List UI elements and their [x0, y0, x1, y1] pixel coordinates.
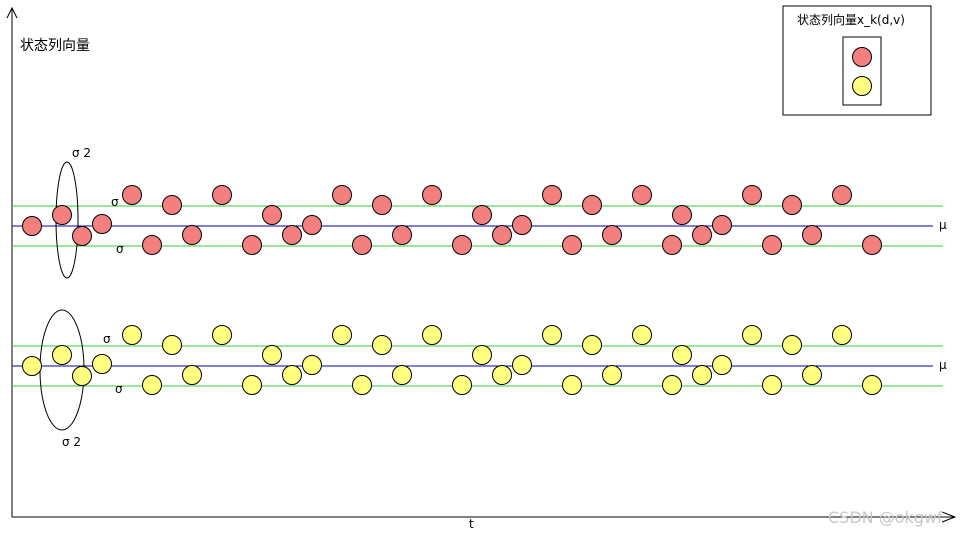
red-state-point-11: [282, 225, 302, 245]
yellow-state-point-19: [472, 345, 492, 365]
red-state-point-1: [52, 205, 72, 225]
red-state-point-12: [302, 215, 322, 235]
yellow-state-point-2: [72, 366, 92, 386]
y-axis-arrow: [6, 6, 18, 19]
red-sigma-upper-symbol: σ: [111, 195, 119, 209]
yellow-state-point-27: [662, 375, 682, 395]
yellow-state-point-16: [392, 365, 412, 385]
yellow-state-point-5: [142, 375, 162, 395]
red-state-point-9: [242, 235, 262, 255]
legend-yellow-dot: [852, 76, 872, 96]
yellow-sigma-upper-symbol: σ: [103, 332, 111, 346]
red-state-point-6: [162, 195, 182, 215]
yellow-mean-symbol: μ: [939, 358, 947, 372]
yellow-state-point-17: [422, 325, 442, 345]
watermark: CSDN @okgwf: [828, 508, 943, 527]
red-state-point-28: [672, 205, 692, 225]
red-state-point-34: [802, 225, 822, 245]
red-state-point-5: [142, 235, 162, 255]
red-state-points: [22, 185, 882, 255]
red-sigma-lower-symbol: σ: [116, 242, 124, 256]
yellow-state-point-7: [182, 365, 202, 385]
yellow-sigma-lower-symbol: σ: [115, 382, 123, 396]
red-state-point-23: [562, 235, 582, 255]
red-state-point-0: [22, 216, 42, 236]
yellow-state-point-4: [122, 325, 142, 345]
yellow-state-point-32: [762, 375, 782, 395]
red-mean-symbol: μ: [939, 218, 947, 232]
red-state-point-13: [332, 185, 352, 205]
yellow-state-point-22: [542, 325, 562, 345]
red-state-point-15: [372, 195, 392, 215]
yellow-state-point-6: [162, 335, 182, 355]
yellow-state-point-26: [632, 325, 652, 345]
yellow-state-point-29: [692, 365, 712, 385]
y-axis-label: 状态列向量: [20, 38, 90, 54]
red-state-point-29: [692, 225, 712, 245]
yellow-state-point-33: [782, 335, 802, 355]
yellow-state-point-8: [212, 325, 232, 345]
red-state-point-24: [582, 195, 602, 215]
yellow-state-point-0: [22, 356, 42, 376]
yellow-state-point-14: [352, 375, 372, 395]
yellow-state-point-25: [602, 365, 622, 385]
red-state-point-3: [92, 214, 112, 234]
yellow-state-point-13: [332, 325, 352, 345]
legend-red-dot: [852, 47, 872, 67]
yellow-state-point-35: [832, 325, 852, 345]
red-state-point-7: [182, 225, 202, 245]
red-state-point-33: [782, 195, 802, 215]
red-state-point-21: [512, 215, 532, 235]
yellow-state-point-31: [742, 325, 762, 345]
yellow-state-point-12: [302, 355, 322, 375]
legend-title: 状态列向量x_k(d,v): [797, 12, 905, 27]
red-state-point-36: [862, 235, 882, 255]
yellow-state-point-24: [582, 335, 602, 355]
yellow-state-point-18: [452, 375, 472, 395]
yellow-state-point-34: [802, 365, 822, 385]
red-sigma2-label: σ 2: [72, 146, 91, 160]
red-state-point-32: [762, 235, 782, 255]
x-axis-arrow: [941, 511, 957, 523]
red-state-point-26: [632, 185, 652, 205]
yellow-state-point-20: [492, 365, 512, 385]
yellow-state-point-9: [242, 375, 262, 395]
red-state-point-16: [392, 225, 412, 245]
x-axis-label: t: [469, 517, 474, 531]
red-state-point-35: [832, 185, 852, 205]
red-state-point-19: [472, 205, 492, 225]
yellow-state-point-10: [262, 345, 282, 365]
red-state-point-14: [352, 235, 372, 255]
red-state-point-25: [602, 225, 622, 245]
red-state-point-2: [72, 226, 92, 246]
red-state-point-27: [662, 235, 682, 255]
red-state-point-22: [542, 185, 562, 205]
yellow-sigma2-label: σ 2: [62, 435, 81, 449]
yellow-state-point-30: [712, 355, 732, 375]
red-state-point-17: [422, 185, 442, 205]
red-state-point-10: [262, 205, 282, 225]
red-state-point-30: [712, 215, 732, 235]
red-state-point-18: [452, 235, 472, 255]
yellow-state-points: [22, 325, 882, 395]
red-state-point-8: [212, 185, 232, 205]
yellow-state-point-28: [672, 345, 692, 365]
yellow-state-point-11: [282, 365, 302, 385]
yellow-state-point-15: [372, 335, 392, 355]
yellow-state-point-36: [862, 375, 882, 395]
red-state-point-31: [742, 185, 762, 205]
yellow-state-point-1: [52, 345, 72, 365]
yellow-state-point-21: [512, 355, 532, 375]
yellow-state-point-3: [92, 354, 112, 374]
red-state-point-4: [122, 185, 142, 205]
red-state-point-20: [492, 225, 512, 245]
yellow-state-point-23: [562, 375, 582, 395]
